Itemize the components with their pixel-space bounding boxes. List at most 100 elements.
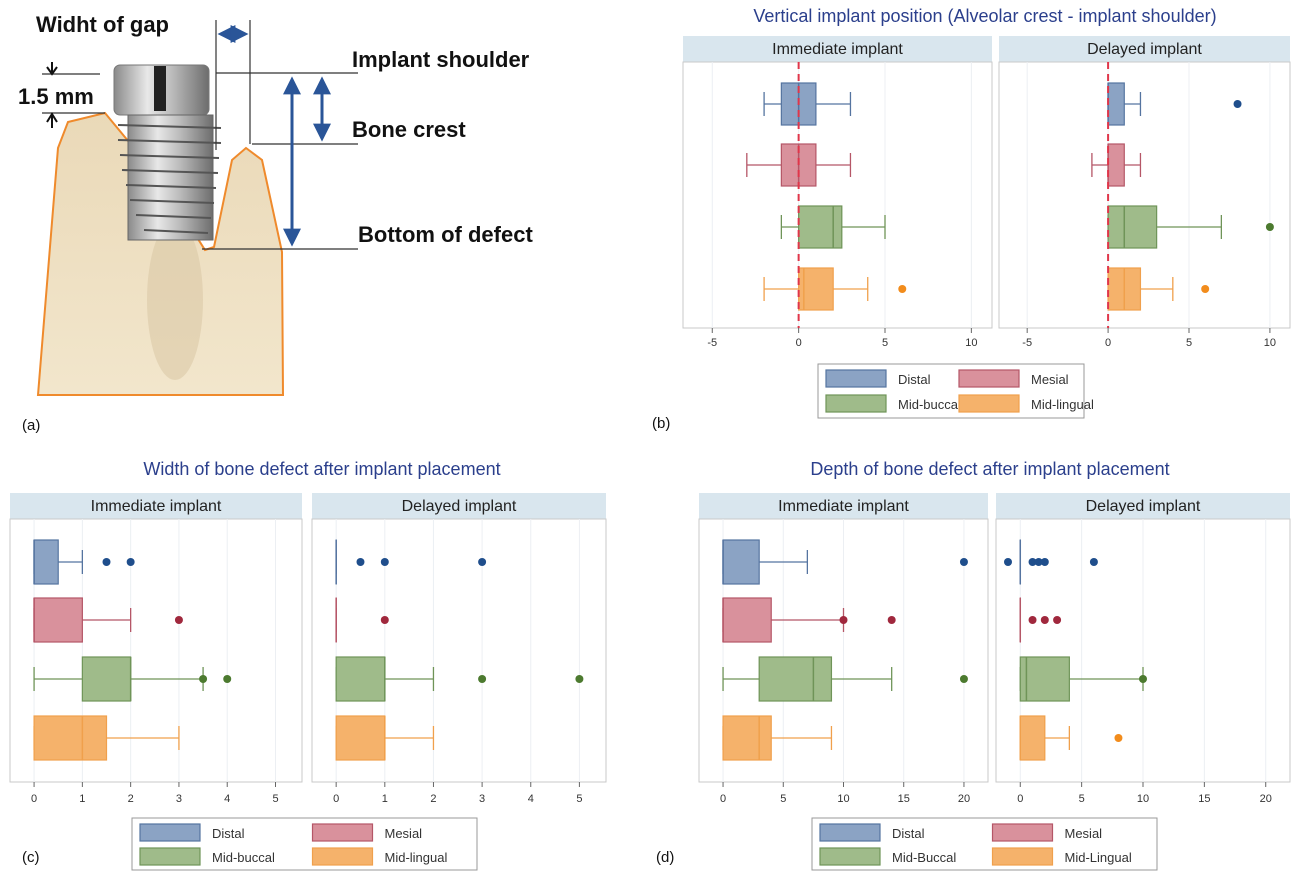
x-tick-label: 0 bbox=[796, 337, 802, 349]
outlier-point bbox=[1053, 616, 1062, 624]
outlier-point bbox=[1004, 558, 1012, 566]
legend-label: Distal bbox=[892, 826, 925, 841]
measurement-lines bbox=[42, 20, 358, 250]
x-tick-label: 10 bbox=[837, 793, 849, 805]
iqr-box bbox=[33, 597, 83, 643]
socket-shadow bbox=[147, 220, 203, 380]
outlier-point bbox=[223, 675, 232, 683]
iqr-box bbox=[1107, 143, 1125, 187]
x-tick-label: 5 bbox=[1079, 793, 1085, 805]
x-tick-label: 5 bbox=[272, 793, 278, 805]
facet-strip bbox=[683, 36, 992, 62]
legend-entry-mesial: Mesial bbox=[991, 823, 1103, 842]
x-tick-label: 5 bbox=[780, 793, 786, 805]
legend: Distal Mesial Mid-buccal Mid-lingual bbox=[817, 363, 1094, 419]
implant-diagram: Widht of gap 1.5 mm Implant shoulder Bon… bbox=[18, 12, 533, 434]
legend-entry-mesial: Mesial bbox=[311, 823, 423, 842]
facet-delayed: Delayed implant -5 0 5 10 bbox=[998, 36, 1291, 349]
box-distal bbox=[722, 539, 968, 585]
facet-strip bbox=[996, 493, 1290, 519]
legend-label: Mesial bbox=[1031, 372, 1069, 387]
panel-letter: (b) bbox=[652, 415, 670, 432]
box-mid-lingual bbox=[335, 715, 435, 761]
legend-entry-mid-lingual: Mid-lingual bbox=[311, 847, 447, 866]
legend-entry-distal: Distal bbox=[825, 369, 931, 388]
iqr-box bbox=[335, 656, 386, 702]
outlier-point bbox=[1028, 558, 1037, 566]
legend-label: Distal bbox=[212, 826, 245, 841]
outlier-point bbox=[898, 285, 907, 293]
box-mesial bbox=[33, 597, 183, 643]
x-tick-label: 10 bbox=[1264, 337, 1276, 349]
x-tick-label: 3 bbox=[176, 793, 182, 805]
outlier-point bbox=[1034, 558, 1043, 566]
box-distal bbox=[33, 539, 135, 585]
outlier-point bbox=[356, 558, 365, 566]
box-mesial bbox=[722, 597, 896, 643]
legend-swatch bbox=[825, 394, 887, 413]
x-tick-label: 0 bbox=[1017, 793, 1023, 805]
outlier-point bbox=[1265, 223, 1274, 231]
outlier-point bbox=[1114, 734, 1123, 742]
iqr-box bbox=[722, 715, 772, 761]
box-distal bbox=[763, 82, 852, 126]
outlier-point bbox=[1028, 616, 1037, 624]
facet-strip-label: Delayed implant bbox=[1086, 498, 1201, 515]
legend-entry-distal: Distal bbox=[139, 823, 245, 842]
legend-swatch bbox=[311, 847, 374, 866]
iqr-box bbox=[1107, 205, 1158, 249]
chart-title: Depth of bone defect after implant place… bbox=[810, 459, 1169, 479]
x-tick-label: 10 bbox=[1137, 793, 1149, 805]
outlier-point bbox=[380, 616, 389, 624]
iqr-box bbox=[33, 539, 59, 585]
plot-area bbox=[998, 61, 1291, 329]
implant-abutment-slot bbox=[154, 66, 166, 111]
legend-swatch bbox=[139, 847, 201, 866]
iqr-box bbox=[1107, 82, 1125, 126]
legend-label: Mesial bbox=[385, 826, 423, 841]
box-mid-buccal bbox=[335, 656, 584, 702]
facet-strip bbox=[10, 493, 302, 519]
label-implant-shoulder: Implant shoulder bbox=[352, 47, 530, 72]
label-width-of-gap: Widht of gap bbox=[36, 12, 169, 37]
x-tick-label: 5 bbox=[882, 337, 888, 349]
outlier-point bbox=[126, 558, 135, 566]
outlier-point bbox=[1201, 285, 1210, 293]
box-mid-buccal bbox=[33, 656, 232, 702]
facet-strip-label: Delayed implant bbox=[1087, 41, 1202, 58]
facet-strip bbox=[699, 493, 988, 519]
legend-label: Mid-buccal bbox=[212, 850, 275, 865]
legend-label: Mid-buccal bbox=[898, 397, 961, 412]
legend-swatch bbox=[311, 823, 374, 842]
iqr-box bbox=[758, 656, 833, 702]
outlier-point bbox=[1089, 558, 1098, 566]
box-mesial bbox=[335, 597, 389, 643]
facet-strip-label: Delayed implant bbox=[402, 498, 517, 515]
x-tick-label: 0 bbox=[1105, 337, 1111, 349]
panel-letter: (d) bbox=[656, 849, 674, 866]
implant-body bbox=[117, 114, 222, 241]
legend-label: Mesial bbox=[1065, 826, 1103, 841]
iqr-box bbox=[722, 597, 772, 643]
label-bone-crest: Bone crest bbox=[352, 117, 466, 142]
legend-swatch bbox=[991, 847, 1054, 866]
label-mm: 1.5 mm bbox=[18, 84, 94, 109]
legend-entry-mid-buccal: Mid-buccal bbox=[139, 847, 275, 866]
iqr-box bbox=[81, 656, 132, 702]
facet-strip bbox=[312, 493, 606, 519]
legend-swatch bbox=[825, 369, 887, 388]
legend: Distal Mesial Mid-buccal Mid-lingual bbox=[131, 817, 478, 871]
facet-strip-label: Immediate implant bbox=[772, 41, 903, 58]
chart-title: Width of bone defect after implant place… bbox=[143, 459, 500, 479]
facet-immediate: Immediate implant 0 1 2 3 4 5 bbox=[9, 493, 303, 805]
label-bottom-of-defect: Bottom of defect bbox=[358, 222, 533, 247]
x-tick-label: 4 bbox=[224, 793, 230, 805]
outlier-point bbox=[102, 558, 111, 566]
legend-entry-mesial: Mesial bbox=[958, 369, 1069, 388]
x-tick-label: -5 bbox=[1022, 337, 1032, 349]
iqr-box bbox=[798, 205, 843, 249]
facet-immediate: Immediate implant 0 5 10 15 20 bbox=[698, 493, 989, 805]
legend-swatch bbox=[819, 847, 881, 866]
box-mid-lingual bbox=[33, 715, 180, 761]
